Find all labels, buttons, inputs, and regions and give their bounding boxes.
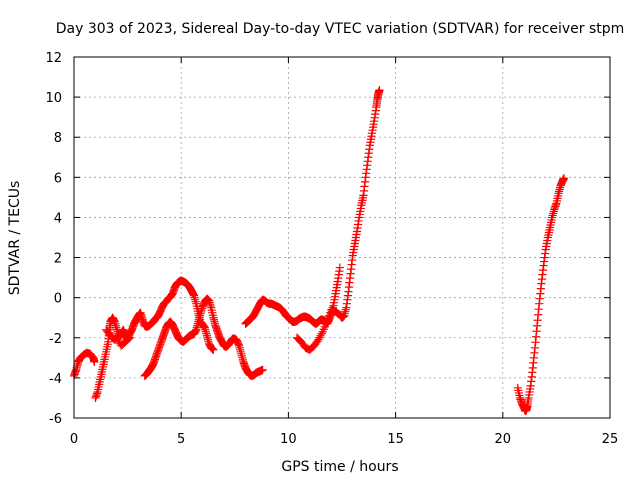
x-tick-label: 15 [387,432,404,447]
data-point-marker [375,85,384,95]
x-tick-label: 20 [495,432,512,447]
y-axis-label: SDTVAR / TECUs [7,181,23,296]
axis-ticks [73,56,611,419]
y-tick-label: -4 [49,372,62,387]
grid-lines [74,57,610,418]
data-point-marker [323,314,333,323]
x-tick-label: 5 [177,432,185,447]
y-tick-label: 8 [54,131,62,146]
y-tick-label: 6 [54,171,62,186]
x-tick-label: 0 [70,432,78,447]
y-tick-label: 10 [45,91,62,106]
y-tick-labels: -6 -4 -2 0 2 4 6 8 10 12 [45,51,62,427]
x-tick-label: 10 [280,432,297,447]
data-point-marker [90,357,99,366]
y-tick-label: -2 [49,332,62,347]
data-points [69,85,569,416]
data-point-marker [125,333,134,342]
y-tick-label: -6 [49,412,62,427]
y-tick-label: 0 [54,292,62,307]
data-point-marker [322,317,332,326]
data-point-marker [335,263,344,272]
data-point-marker [559,174,569,183]
x-tick-label: 25 [602,432,619,447]
data-point-marker [258,365,267,374]
chart-title: Day 303 of 2023, Sidereal Day-to-day VTE… [56,21,625,37]
data-point-marker [124,334,133,343]
y-tick-label: 2 [54,252,62,267]
y-tick-label: 4 [54,211,62,226]
data-point-marker [325,311,334,320]
x-tick-labels: 0 5 10 15 20 25 [70,432,618,447]
y-tick-label: 12 [45,51,62,66]
plot-frame [73,56,611,419]
data-point-marker [209,345,218,354]
x-axis-label: GPS time / hours [281,459,398,475]
